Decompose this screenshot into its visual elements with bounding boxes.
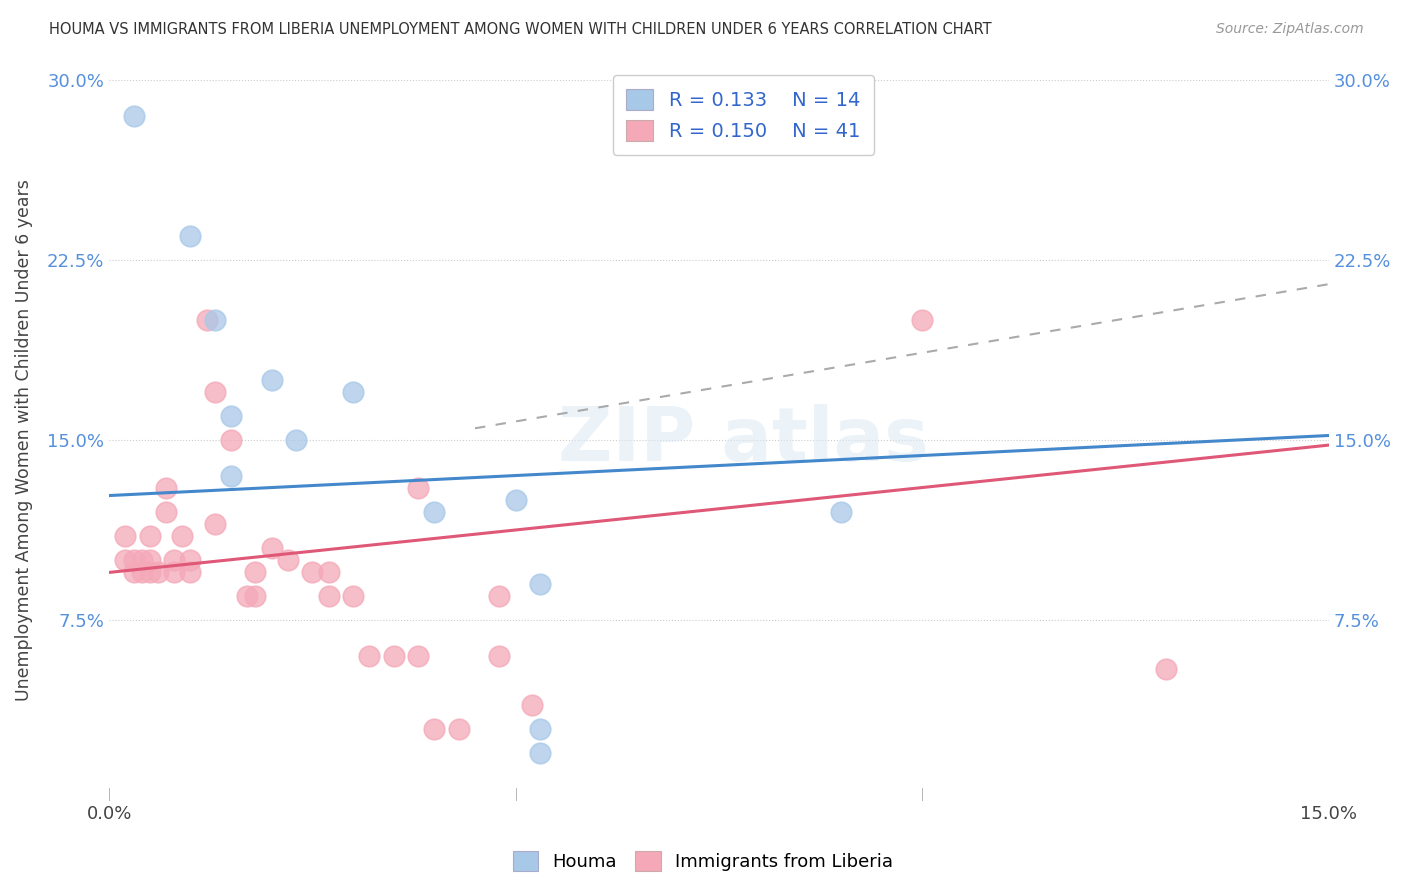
Point <box>245 590 267 604</box>
Point <box>260 541 283 556</box>
Point <box>236 590 259 604</box>
Point <box>911 313 934 327</box>
Point <box>1154 661 1177 675</box>
Point <box>155 505 177 519</box>
Point <box>318 590 340 604</box>
Point <box>195 313 218 327</box>
Point <box>139 566 162 580</box>
Text: HOUMA VS IMMIGRANTS FROM LIBERIA UNEMPLOYMENT AMONG WOMEN WITH CHILDREN UNDER 6 : HOUMA VS IMMIGRANTS FROM LIBERIA UNEMPLO… <box>49 22 991 37</box>
Point <box>139 529 162 543</box>
Point <box>359 649 381 664</box>
Point <box>285 434 308 448</box>
Point <box>204 517 226 532</box>
Text: ZIP atlas: ZIP atlas <box>558 404 929 477</box>
Point <box>114 529 136 543</box>
Point <box>131 553 153 567</box>
Point <box>301 566 323 580</box>
Point <box>382 649 405 664</box>
Point <box>219 469 242 483</box>
Point <box>406 481 429 495</box>
Point <box>163 553 186 567</box>
Point <box>520 698 543 712</box>
Point <box>163 566 186 580</box>
Point <box>172 529 194 543</box>
Point <box>122 566 145 580</box>
Point <box>155 481 177 495</box>
Point <box>529 722 551 736</box>
Point <box>204 385 226 400</box>
Point <box>179 229 201 244</box>
Point <box>529 577 551 591</box>
Point <box>114 553 136 567</box>
Point <box>423 722 446 736</box>
Point <box>139 553 162 567</box>
Point <box>318 566 340 580</box>
Point <box>505 493 527 508</box>
Point <box>131 566 153 580</box>
Point <box>423 505 446 519</box>
Text: Source: ZipAtlas.com: Source: ZipAtlas.com <box>1216 22 1364 37</box>
Point <box>342 385 364 400</box>
Point <box>179 566 201 580</box>
Point <box>260 373 283 387</box>
Point <box>122 553 145 567</box>
Point <box>406 649 429 664</box>
Legend: Houma, Immigrants from Liberia: Houma, Immigrants from Liberia <box>506 844 900 879</box>
Point <box>245 566 267 580</box>
Point <box>488 649 510 664</box>
Point <box>830 505 852 519</box>
Point <box>529 746 551 760</box>
Point <box>146 566 169 580</box>
Point <box>342 590 364 604</box>
Point <box>179 553 201 567</box>
Point <box>219 434 242 448</box>
Point <box>447 722 470 736</box>
Legend: R = 0.133    N = 14, R = 0.150    N = 41: R = 0.133 N = 14, R = 0.150 N = 41 <box>613 75 875 154</box>
Point <box>277 553 299 567</box>
Point <box>488 590 510 604</box>
Y-axis label: Unemployment Among Women with Children Under 6 years: Unemployment Among Women with Children U… <box>15 179 32 701</box>
Point <box>204 313 226 327</box>
Point <box>219 409 242 424</box>
Point <box>122 109 145 123</box>
